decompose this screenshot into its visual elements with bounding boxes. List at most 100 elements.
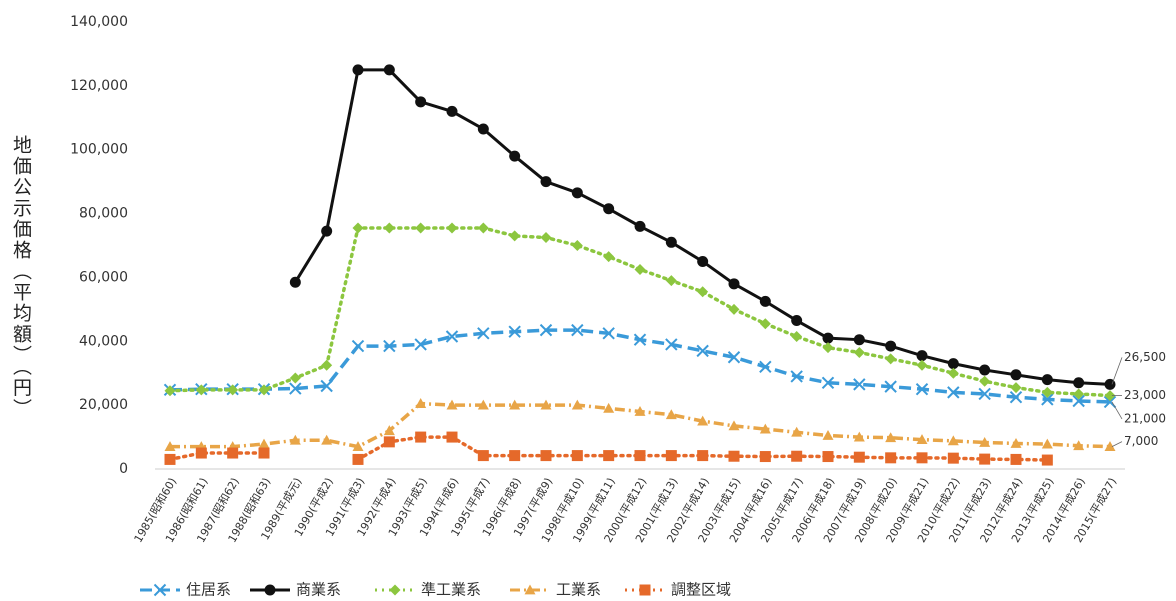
point bbox=[634, 263, 646, 275]
point bbox=[603, 203, 615, 215]
point bbox=[728, 303, 740, 315]
point bbox=[822, 429, 834, 440]
y-tick-label: 100,000 bbox=[70, 142, 128, 158]
point bbox=[352, 222, 364, 234]
legend-label: 工業系 bbox=[556, 581, 601, 599]
point bbox=[665, 338, 678, 351]
point bbox=[571, 450, 583, 462]
point bbox=[509, 230, 521, 242]
series-line bbox=[168, 435, 1050, 462]
point bbox=[947, 435, 959, 446]
point bbox=[1009, 390, 1023, 404]
point bbox=[979, 436, 991, 447]
point bbox=[1041, 374, 1053, 386]
point bbox=[696, 344, 709, 358]
annotation: 21,000 bbox=[1124, 411, 1166, 425]
legend-item: 商業系 bbox=[250, 581, 341, 599]
point bbox=[634, 450, 646, 462]
point bbox=[195, 447, 207, 459]
point bbox=[759, 295, 771, 307]
point bbox=[853, 378, 866, 391]
point bbox=[477, 222, 489, 234]
point bbox=[164, 453, 176, 465]
point bbox=[821, 376, 835, 390]
point bbox=[665, 236, 677, 248]
point bbox=[415, 222, 427, 234]
point bbox=[1073, 388, 1085, 400]
point bbox=[164, 385, 176, 397]
legend-label: 商業系 bbox=[296, 581, 341, 599]
point bbox=[885, 340, 897, 352]
point bbox=[728, 278, 740, 290]
point bbox=[383, 339, 396, 353]
point bbox=[697, 255, 709, 267]
point bbox=[727, 351, 741, 364]
point bbox=[258, 447, 270, 459]
point bbox=[383, 436, 395, 448]
point bbox=[759, 423, 771, 434]
point bbox=[352, 453, 364, 465]
point bbox=[445, 330, 459, 343]
point bbox=[1041, 438, 1053, 449]
point bbox=[979, 364, 991, 376]
point bbox=[603, 450, 615, 462]
point bbox=[195, 384, 207, 396]
point bbox=[1010, 437, 1022, 448]
point bbox=[540, 399, 552, 410]
y-tick-label: 140,000 bbox=[70, 14, 128, 30]
point bbox=[524, 584, 536, 595]
point bbox=[571, 323, 584, 337]
point bbox=[791, 330, 803, 342]
annotation-leader bbox=[1111, 441, 1123, 448]
point bbox=[383, 64, 395, 76]
point bbox=[540, 176, 552, 188]
point bbox=[916, 452, 928, 464]
point bbox=[477, 327, 490, 340]
point bbox=[321, 359, 333, 371]
point bbox=[634, 406, 646, 416]
point bbox=[697, 450, 709, 462]
point bbox=[477, 123, 489, 135]
y-tick-label: 120,000 bbox=[70, 78, 128, 94]
point bbox=[947, 358, 959, 370]
point bbox=[540, 450, 552, 462]
legend-item: 住居系 bbox=[140, 581, 231, 599]
point bbox=[321, 225, 333, 237]
point bbox=[822, 332, 834, 344]
point bbox=[389, 584, 401, 596]
point bbox=[853, 451, 865, 463]
point bbox=[446, 399, 458, 410]
point bbox=[571, 187, 583, 199]
legend-label: 調整区域 bbox=[671, 581, 731, 599]
legend-item: 工業系 bbox=[510, 581, 601, 599]
point bbox=[415, 398, 427, 408]
point bbox=[639, 584, 651, 596]
point bbox=[1041, 386, 1053, 398]
point bbox=[979, 453, 991, 465]
point bbox=[258, 384, 270, 396]
point bbox=[665, 409, 677, 420]
point bbox=[603, 251, 615, 263]
point bbox=[415, 96, 427, 108]
y-tick-label: 20,000 bbox=[79, 397, 128, 413]
point bbox=[383, 425, 395, 436]
point bbox=[446, 105, 458, 117]
point bbox=[634, 220, 646, 232]
y-axis-label: 地価公示価格（平均額）（円） bbox=[10, 135, 32, 420]
legend-label: 準工業系 bbox=[421, 581, 481, 599]
point bbox=[853, 346, 865, 358]
point bbox=[415, 431, 427, 443]
point bbox=[539, 323, 553, 337]
point bbox=[1041, 393, 1054, 406]
point bbox=[916, 434, 928, 445]
point bbox=[1103, 395, 1117, 409]
point bbox=[759, 451, 771, 463]
point bbox=[947, 386, 960, 399]
point bbox=[446, 222, 458, 234]
point bbox=[915, 382, 929, 396]
point bbox=[822, 451, 834, 463]
annotation: 26,500 bbox=[1124, 350, 1166, 364]
point bbox=[352, 441, 364, 452]
point bbox=[853, 431, 865, 442]
